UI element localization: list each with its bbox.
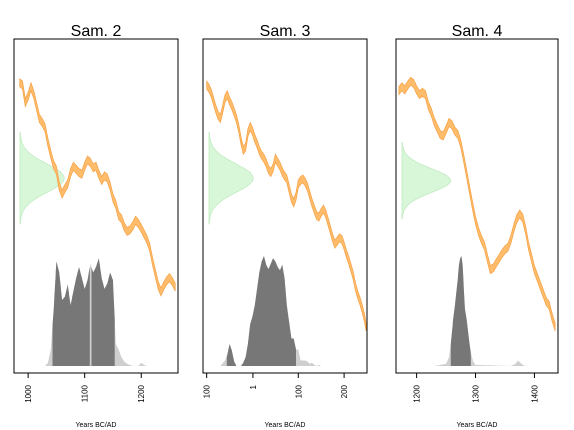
x-tick-label: 1000 xyxy=(24,384,33,402)
hpd-region xyxy=(226,256,296,366)
hpd-region xyxy=(450,256,471,366)
x-tick-label: 200 xyxy=(340,384,349,398)
hpd-region xyxy=(52,261,90,366)
panel-title: Sam. 2 xyxy=(71,23,122,40)
radiocarbon-density xyxy=(208,131,254,225)
hpd-region xyxy=(91,258,115,366)
x-tick-label: 100 xyxy=(294,384,303,398)
x-tick-label: 1200 xyxy=(137,384,146,402)
calibration-curve xyxy=(206,80,367,331)
calibration-curve xyxy=(398,76,556,332)
panel-frame xyxy=(202,38,368,374)
plot-area xyxy=(19,78,176,366)
chart-panel-1: Sam. 2 1000 1100 1200 Years BC/AD xyxy=(13,23,179,429)
plot-area xyxy=(206,80,367,366)
x-tick-label: 1200 xyxy=(413,384,422,402)
panel-frame xyxy=(395,38,559,374)
x-tick-label: 1300 xyxy=(472,384,481,402)
calibrated-density xyxy=(434,256,526,366)
panel-title: Sam. 3 xyxy=(260,23,311,40)
radiocarbon-density xyxy=(19,131,65,225)
radiocarbon-density xyxy=(401,141,452,220)
x-tick-label: 1100 xyxy=(81,384,90,402)
x-tick-label: 1400 xyxy=(530,384,539,402)
panel-title: Sam. 4 xyxy=(452,23,503,40)
x-axis-label: Years BC/AD xyxy=(76,422,117,429)
x-axis-label: Years BC/AD xyxy=(457,422,498,429)
x-axis-label: Years BC/AD xyxy=(265,422,306,429)
chart-panel-2: Sam. 3 100 1 100 200 Years BC/AD xyxy=(202,23,368,429)
panel-frame xyxy=(13,38,179,374)
calibration-curve xyxy=(19,78,176,297)
x-tick-label: 1 xyxy=(249,384,258,389)
x-tick-label: 100 xyxy=(203,384,212,398)
chart-panel-3: Sam. 4 1200 1300 1400 Years BC/AD xyxy=(395,23,559,429)
plot-area xyxy=(398,76,556,366)
